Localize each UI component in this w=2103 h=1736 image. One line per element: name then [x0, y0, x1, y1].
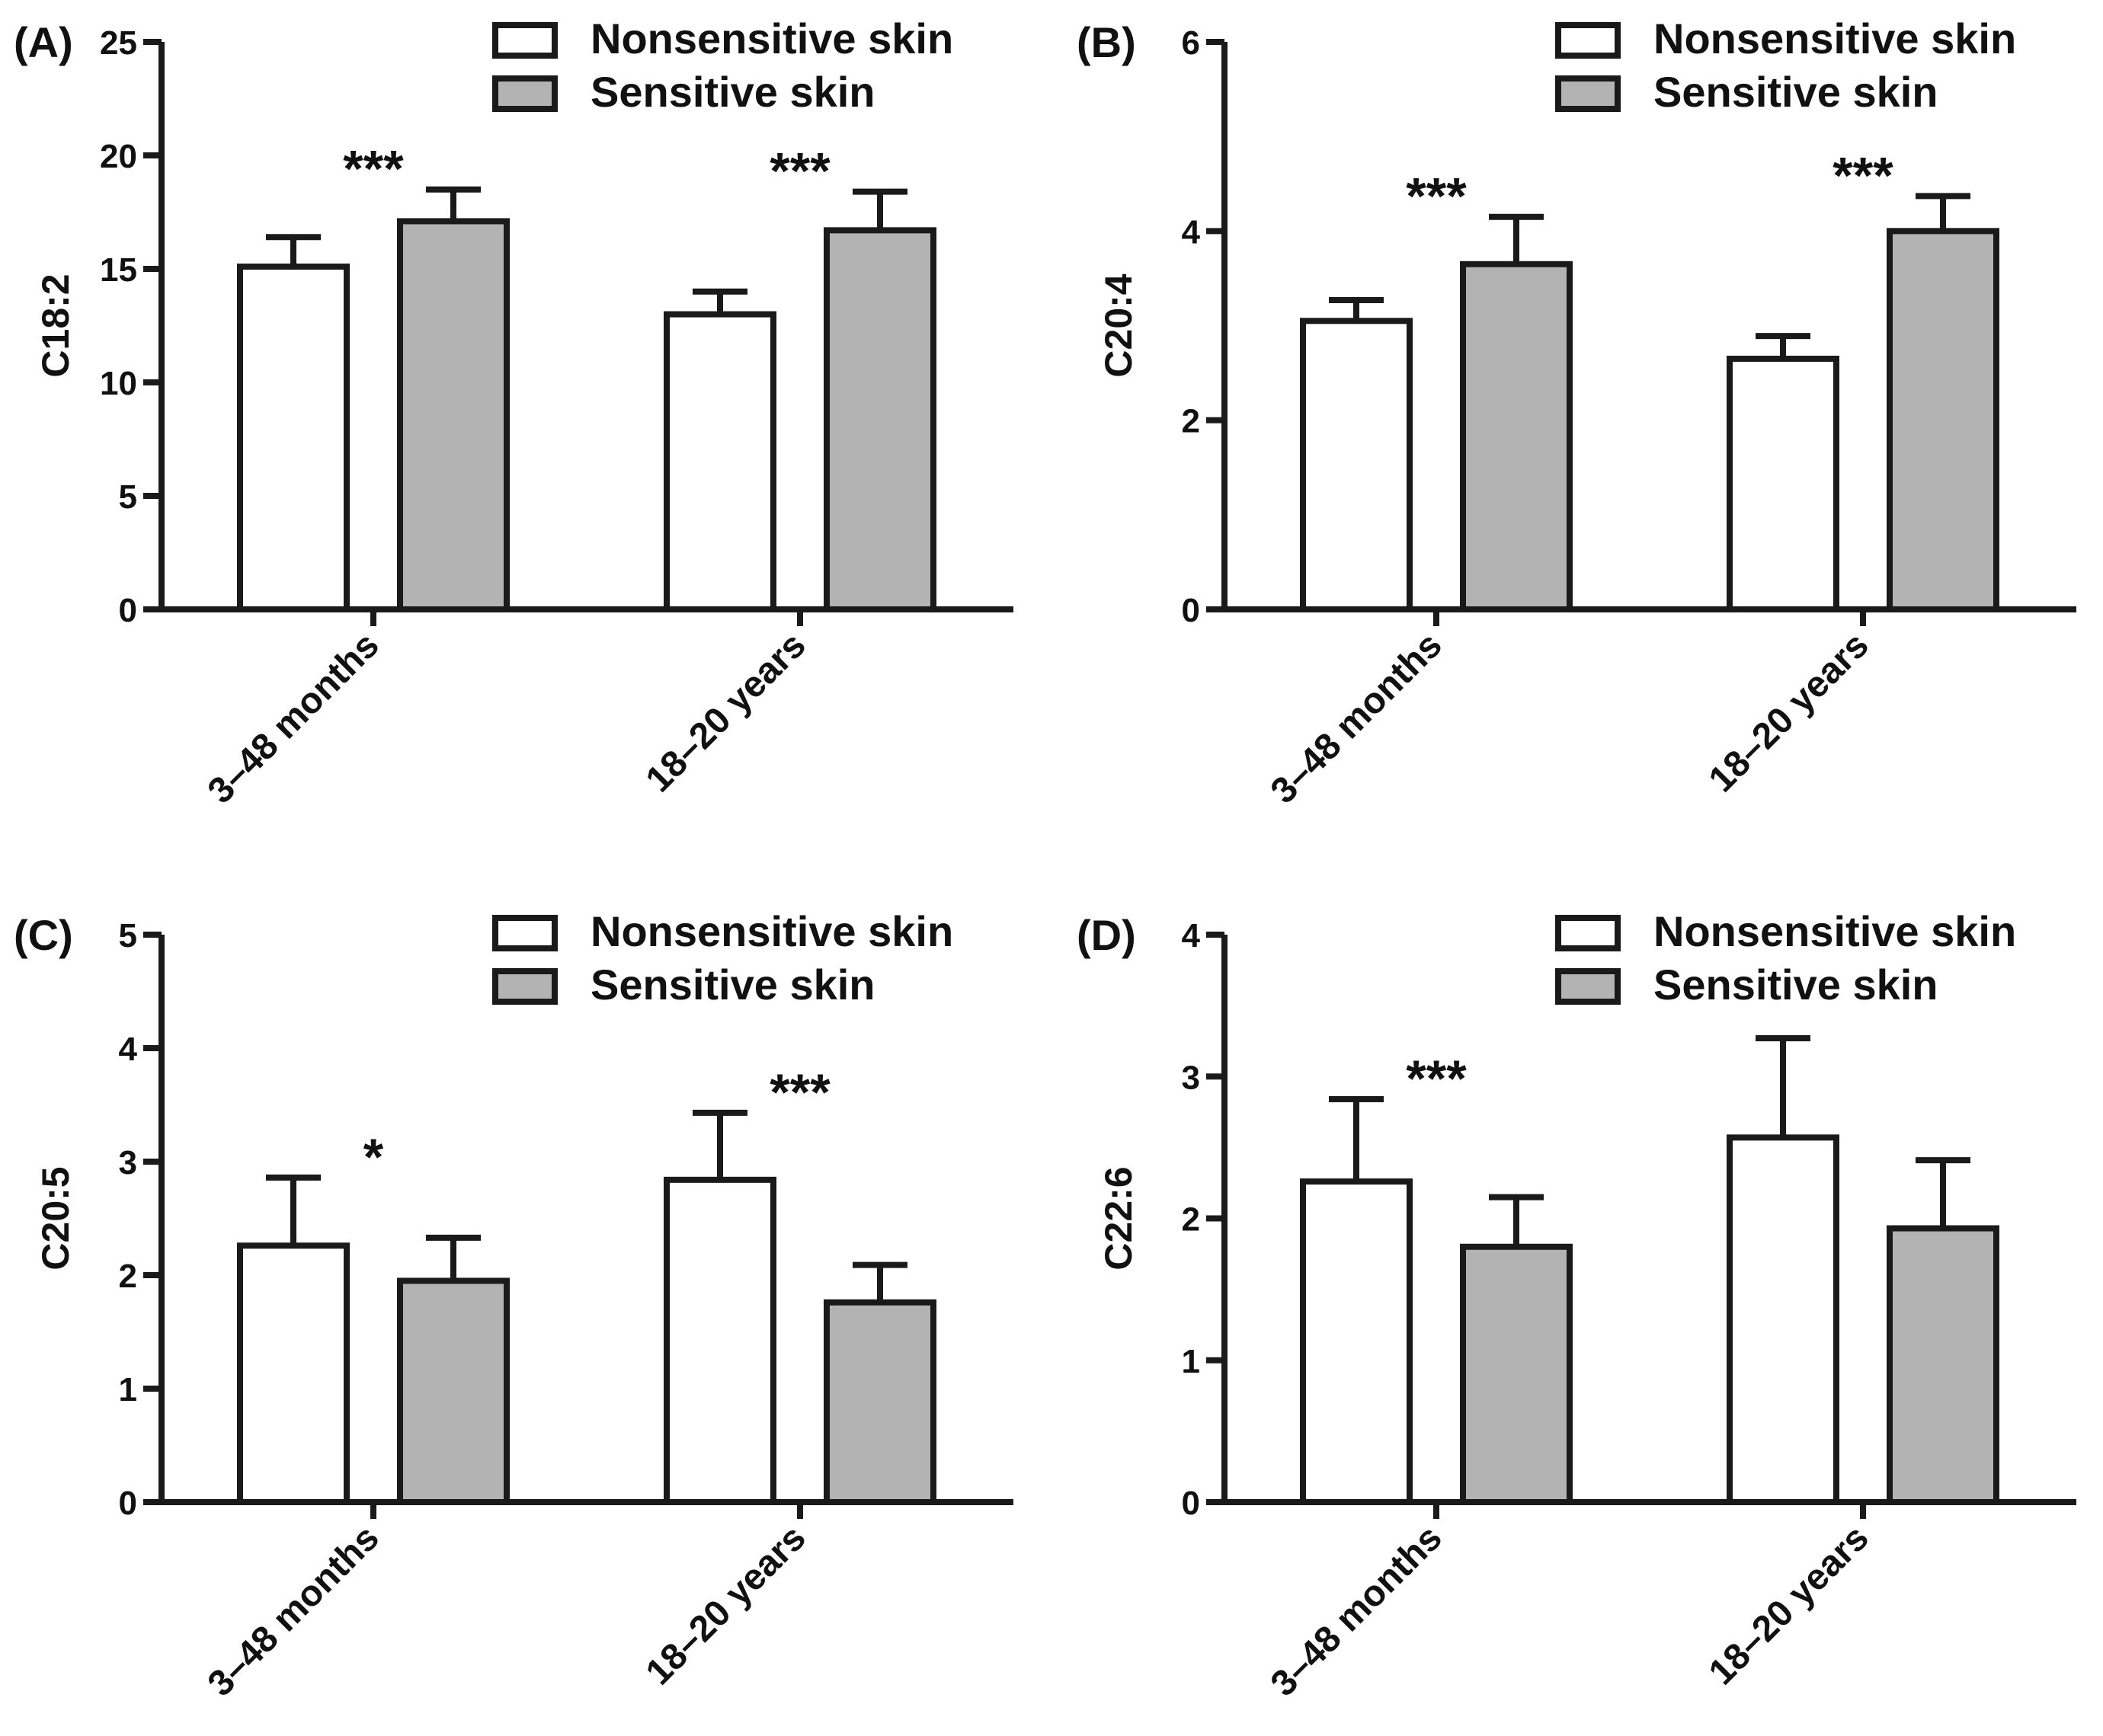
y-tick-label: 0	[119, 592, 137, 629]
x-tick-label: 18–20 years	[639, 625, 814, 800]
y-axis-title: C18:2	[34, 273, 77, 377]
bar-nonsensitive	[237, 264, 350, 612]
legend-label: Nonsensitive skin	[1653, 14, 2016, 62]
legend: Nonsensitive skin Sensitive skin	[492, 907, 953, 1009]
x-tick-label: 18–20 years	[1701, 1517, 1877, 1693]
legend-label: Sensitive skin	[591, 68, 875, 116]
y-tick-label: 0	[1182, 592, 1200, 629]
y-tick-label: 2	[1182, 1201, 1200, 1239]
legend: Nonsensitive skin Sensitive skin	[1555, 14, 2016, 116]
significance-marker: ***	[770, 1063, 831, 1121]
bar-sensitive	[1887, 1225, 1999, 1505]
bar-nonsensitive	[664, 311, 776, 612]
y-axis-title: C20:5	[34, 1166, 77, 1270]
bar-sensitive	[824, 1299, 936, 1505]
y-axis-title: C20:4	[1097, 273, 1140, 377]
bar-sensitive	[397, 1277, 510, 1505]
bar-nonsensitive	[1300, 1178, 1413, 1505]
bar-nonsensitive	[237, 1242, 350, 1505]
significance-marker: ***	[1406, 1050, 1467, 1108]
x-tick-label: 18–20 years	[1701, 625, 1877, 800]
legend-swatch-sensitive	[492, 968, 558, 1005]
legend-swatch-sensitive	[1555, 968, 1621, 1005]
legend-label: Sensitive skin	[1653, 68, 1938, 116]
y-tick-label: 2	[119, 1258, 137, 1295]
panel-label: (B)	[1077, 18, 1136, 66]
panel-label: (A)	[14, 18, 73, 66]
y-tick-label: 4	[119, 1031, 138, 1068]
y-tick-label: 0	[119, 1485, 137, 1522]
significance-marker: ***	[1406, 168, 1467, 225]
legend-swatch-sensitive	[1555, 75, 1621, 112]
panel-b: (B) 0 2 4 6 C20:4 3–48 months *** 18–20 years ***…	[1077, 14, 2076, 811]
bar-sensitive	[1887, 228, 1999, 612]
bar-nonsensitive	[1727, 355, 1839, 612]
panel-label: (C)	[14, 911, 73, 959]
y-tick-label: 6	[1182, 24, 1200, 62]
y-tick-label: 5	[119, 478, 137, 516]
x-tick-label: 3–48 months	[1263, 1517, 1450, 1704]
y-tick-label: 2	[1182, 403, 1200, 440]
bar-nonsensitive	[664, 1176, 776, 1505]
x-tick-label: 3–48 months	[200, 625, 387, 811]
legend-swatch-nonsensitive	[492, 915, 558, 951]
bar-sensitive	[1460, 261, 1573, 612]
significance-marker: ***	[343, 140, 404, 198]
y-tick-label: 25	[100, 24, 137, 62]
x-tick-label: 3–48 months	[200, 1517, 387, 1704]
bar-nonsensitive	[1300, 318, 1413, 612]
y-tick-label: 0	[1182, 1485, 1200, 1522]
significance-marker: *	[363, 1128, 384, 1186]
legend-swatch-nonsensitive	[492, 22, 558, 59]
y-tick-label: 1	[119, 1371, 137, 1408]
panel-a: (A) 0 5 10 15 20 25 C18:2 3–48 months *** 18–20 ye…	[14, 14, 1013, 811]
legend: Nonsensitive skin Sensitive skin	[1555, 907, 2016, 1009]
legend-label: Nonsensitive skin	[591, 907, 953, 955]
y-tick-label: 15	[100, 251, 137, 289]
bar-sensitive	[824, 227, 936, 612]
legend-label: Nonsensitive skin	[591, 14, 953, 62]
y-tick-label: 1	[1182, 1343, 1200, 1380]
y-tick-label: 3	[119, 1144, 137, 1181]
x-tick-label: 3–48 months	[1263, 625, 1450, 811]
y-tick-label: 4	[1182, 917, 1201, 954]
panel-label: (D)	[1077, 911, 1136, 959]
significance-marker: ***	[770, 142, 831, 200]
legend: Nonsensitive skin Sensitive skin	[492, 14, 953, 116]
legend-swatch-sensitive	[492, 75, 558, 112]
y-tick-label: 20	[100, 138, 137, 175]
y-tick-label: 10	[100, 365, 137, 402]
bar-nonsensitive	[1727, 1134, 1839, 1505]
y-tick-label: 3	[1182, 1059, 1200, 1096]
panel-d: (D) 0 1 2 3 4 C22:6 3–48 months *** 18–20 years No…	[1077, 907, 2076, 1704]
y-axis-title: C22:6	[1097, 1166, 1140, 1270]
panel-c: (C) 0 1 2 3 4 5 C20:5 3–48 months * 18–20 years ***…	[14, 907, 1013, 1704]
legend-swatch-nonsensitive	[1555, 22, 1621, 59]
legend-label: Sensitive skin	[591, 961, 875, 1009]
legend-swatch-nonsensitive	[1555, 915, 1621, 951]
legend-label: Nonsensitive skin	[1653, 907, 2016, 955]
y-tick-label: 4	[1182, 213, 1201, 251]
bar-sensitive	[1460, 1243, 1573, 1505]
y-tick-label: 5	[119, 917, 137, 954]
significance-marker: ***	[1833, 146, 1893, 204]
x-tick-label: 18–20 years	[639, 1517, 814, 1693]
bar-sensitive	[397, 218, 510, 612]
legend-label: Sensitive skin	[1653, 961, 1938, 1009]
